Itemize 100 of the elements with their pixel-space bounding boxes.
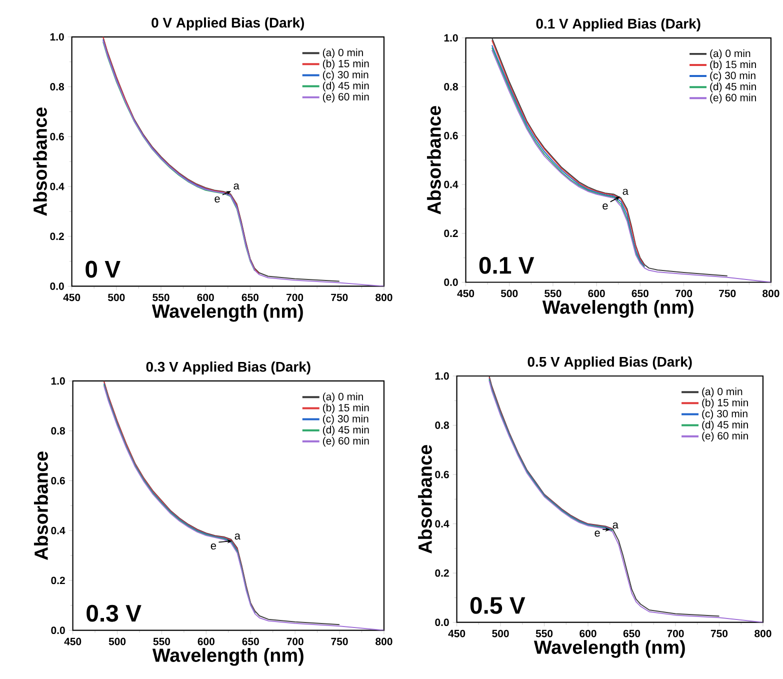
x-tick-label: 750	[331, 638, 348, 646]
annotation: a	[622, 188, 628, 195]
legend-label: (b) 15 min	[322, 60, 369, 70]
y-tick-label: 0.8	[435, 421, 449, 429]
legend-label: (b) 15 min	[710, 60, 756, 70]
y-tick-label: 1.0	[444, 34, 458, 42]
y-tick-label: 0.2	[51, 576, 65, 584]
x-tick-label: 600	[588, 290, 605, 298]
y-tick-label: 0.6	[435, 470, 449, 478]
x-tick-label: 700	[675, 290, 692, 298]
annotation: a	[612, 522, 618, 528]
x-tick-label: 700	[286, 294, 304, 302]
legend-label: (a) 0 min	[322, 392, 363, 402]
x-tick-label: 750	[331, 294, 348, 302]
chart-title: 0.1 V Applied Bias (Dark)	[536, 18, 700, 32]
x-tick-label: 650	[632, 290, 648, 298]
y-tick-label: 1.0	[435, 372, 449, 380]
chart-title: 0 V Applied Bias (Dark)	[152, 17, 304, 30]
x-tick-label: 450	[64, 638, 82, 646]
chart-title: 0.5 V Applied Bias (Dark)	[528, 356, 692, 370]
legend-label: (d) 45 min	[322, 426, 369, 436]
legend-label: (c) 30 min	[322, 414, 368, 424]
x-tick-label: 800	[754, 630, 772, 638]
annotation: 0.5 V	[470, 596, 526, 614]
x-tick-label: 800	[376, 294, 392, 302]
legend-label: (d) 45 min	[702, 420, 748, 430]
y-axis-title: Absorbance	[426, 106, 441, 214]
y-tick-label: 0.0	[444, 278, 458, 286]
x-tick-label: 500	[492, 630, 509, 638]
annotation: e	[594, 530, 600, 537]
x-tick-label: 650	[623, 630, 640, 638]
annotation: 0.3 V	[86, 604, 142, 622]
legend-label: (c) 30 min	[710, 71, 756, 82]
x-tick-label: 450	[63, 294, 80, 302]
y-tick-label: 0.4	[50, 182, 64, 190]
annotation: e	[210, 543, 216, 550]
x-tick-label: 450	[448, 630, 466, 638]
y-tick-label: 0.0	[50, 282, 64, 290]
y-tick-label: 0.4	[51, 526, 66, 534]
chart-title: 0.3 V Applied Bias (Dark)	[146, 361, 310, 374]
x-axis-title: Wavelength (nm)	[534, 640, 685, 658]
x-tick-label: 450	[457, 290, 474, 298]
annotation: e	[214, 196, 220, 202]
y-tick-label: 0.4	[435, 520, 450, 528]
y-tick-label: 0.0	[51, 626, 65, 634]
y-axis-title: Absorbance	[33, 107, 47, 216]
annotation: a	[234, 533, 240, 540]
y-tick-label: 0.6	[51, 476, 65, 484]
legend-label: (a) 0 min	[702, 387, 742, 398]
line-series	[102, 40, 384, 286]
x-tick-label: 600	[197, 294, 214, 302]
legend-label: (e) 60 min	[322, 92, 369, 102]
x-tick-label: 750	[710, 630, 728, 638]
legend-label: (a) 0 min	[710, 49, 750, 60]
x-tick-label: 650	[242, 638, 259, 646]
x-tick-label: 750	[719, 290, 736, 298]
x-axis-title: Wavelength (nm)	[542, 300, 694, 318]
y-axis-title: Absorbance	[34, 451, 48, 560]
x-tick-label: 700	[667, 630, 684, 638]
x-tick-label: 550	[152, 294, 170, 302]
y-axis-title: Absorbance	[418, 444, 432, 554]
y-tick-label: 0.2	[435, 569, 449, 577]
x-axis-title: Wavelength (nm)	[152, 648, 304, 666]
legend-label: (c) 30 min	[702, 410, 748, 420]
y-tick-label: 0.2	[50, 232, 64, 240]
legend-label: (b) 15 min	[702, 398, 748, 408]
y-tick-label: 0.8	[51, 427, 65, 434]
x-axis-title: Wavelength (nm)	[152, 304, 303, 322]
legend-label: (a) 0 min	[322, 48, 363, 58]
x-tick-label: 800	[376, 638, 392, 646]
x-tick-label: 800	[762, 290, 780, 298]
x-tick-label: 500	[108, 294, 125, 302]
annotation: a	[234, 183, 240, 190]
annotation: 0.1 V	[479, 256, 534, 274]
y-tick-label: 0.6	[444, 132, 458, 140]
y-tick-label: 1.0	[50, 33, 64, 41]
x-tick-label: 650	[242, 294, 258, 302]
annotation: 0 V	[86, 260, 120, 278]
legend-label: (d) 45 min	[710, 82, 756, 92]
annotation: e	[602, 203, 608, 210]
x-tick-label: 600	[580, 630, 596, 638]
x-tick-label: 550	[536, 630, 553, 638]
legend-label: (c) 30 min	[322, 70, 368, 80]
x-tick-label: 500	[108, 638, 126, 646]
x-tick-label: 700	[286, 638, 304, 646]
legend-label: (e) 60 min	[710, 94, 756, 104]
x-tick-label: 500	[500, 290, 518, 298]
legend-label: (e) 60 min	[702, 432, 748, 442]
y-tick-label: 0.8	[444, 82, 458, 90]
y-tick-label: 0.2	[444, 230, 458, 237]
legend-label: (e) 60 min	[322, 436, 369, 447]
y-tick-label: 0.4	[444, 180, 458, 188]
y-tick-label: 0.0	[435, 618, 449, 626]
x-tick-label: 600	[198, 638, 214, 646]
x-tick-label: 550	[153, 638, 170, 646]
y-tick-label: 1.0	[51, 377, 65, 385]
y-tick-label: 0.6	[50, 132, 64, 140]
legend-label: (b) 15 min	[322, 404, 369, 414]
x-tick-label: 550	[544, 290, 562, 298]
legend-label: (d) 45 min	[322, 82, 369, 92]
